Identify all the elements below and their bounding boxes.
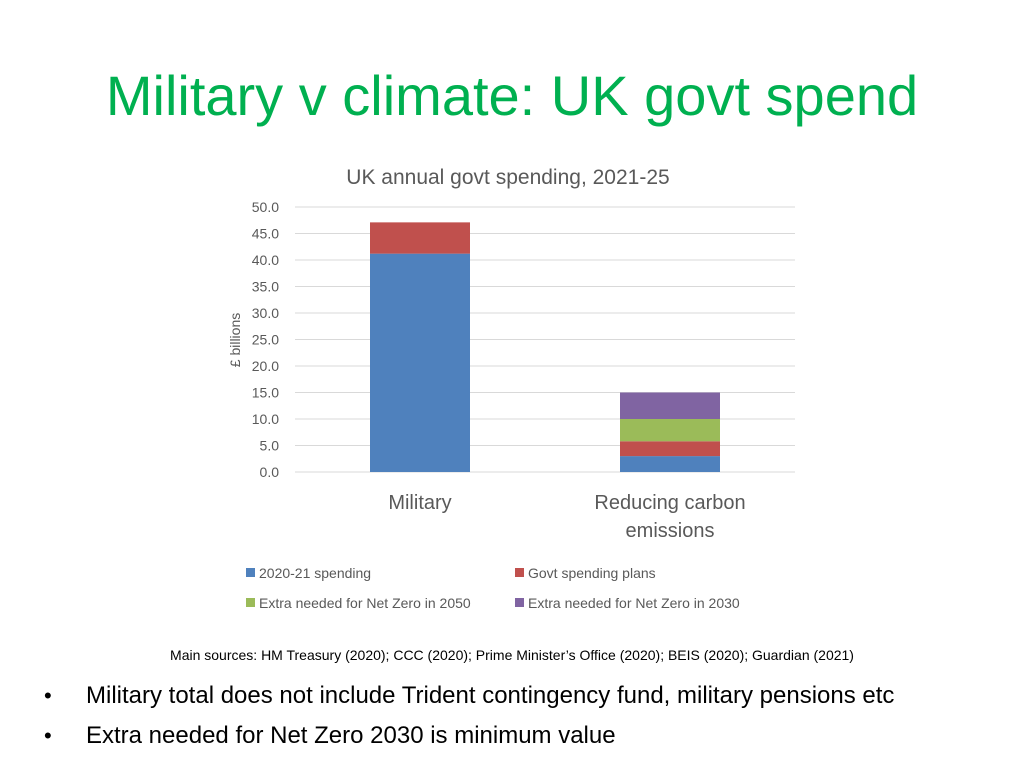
bullet-item: • Extra needed for Net Zero 2030 is minim… bbox=[44, 716, 1004, 756]
legend-label: Extra needed for Net Zero in 2050 bbox=[259, 595, 471, 611]
chart-title: UK annual govt spending, 2021-25 bbox=[346, 166, 669, 189]
x-tick-label: Military bbox=[388, 492, 451, 514]
legend-label: Extra needed for Net Zero in 2030 bbox=[528, 595, 740, 611]
y-axis-label: £ billions bbox=[227, 313, 243, 367]
x-tick-label: Reducing carbon bbox=[594, 492, 745, 514]
bullet-text: Military total does not include Trident … bbox=[86, 682, 895, 709]
sources-note: Main sources: HM Treasury (2020); CCC (2… bbox=[170, 647, 854, 663]
bar-segment bbox=[620, 441, 720, 457]
legend-label: 2020-21 spending bbox=[259, 565, 371, 581]
y-tick-label: 5.0 bbox=[260, 438, 280, 454]
legend-swatch bbox=[515, 598, 524, 607]
bar-segment bbox=[620, 392, 720, 419]
bullet-icon: • bbox=[44, 683, 52, 708]
y-tick-label: 20.0 bbox=[252, 358, 279, 374]
bullet-list: • Military total does not include Trident… bbox=[44, 676, 1004, 756]
y-tick-label: 45.0 bbox=[252, 226, 279, 242]
stacked-bar-chart: UK annual govt spending, 2021-25 0.0 5.0 10… bbox=[227, 166, 795, 611]
y-tick-label: 35.0 bbox=[252, 279, 279, 295]
y-tick-label: 0.0 bbox=[260, 464, 280, 480]
slide-title: Military v climate: UK govt spend bbox=[105, 64, 919, 127]
bar-segment bbox=[620, 419, 720, 442]
y-tick-label: 50.0 bbox=[252, 199, 279, 215]
y-tick-label: 10.0 bbox=[252, 411, 279, 427]
bar-segment bbox=[620, 456, 720, 472]
bullet-icon: • bbox=[44, 723, 52, 748]
y-tick-label: 25.0 bbox=[252, 332, 279, 348]
legend-swatch bbox=[246, 598, 255, 607]
bullet-item: • Military total does not include Trident… bbox=[44, 676, 1004, 716]
legend-swatch bbox=[246, 568, 255, 577]
y-tick-label: 40.0 bbox=[252, 252, 279, 268]
legend-swatch bbox=[515, 568, 524, 577]
bar-segment bbox=[370, 253, 470, 472]
bar-segment bbox=[370, 222, 470, 254]
y-tick-label: 15.0 bbox=[252, 385, 279, 401]
y-tick-label: 30.0 bbox=[252, 305, 279, 321]
legend-label: Govt spending plans bbox=[528, 565, 656, 581]
bullet-text: Extra needed for Net Zero 2030 is minimu… bbox=[86, 722, 616, 749]
x-tick-label: emissions bbox=[626, 520, 715, 542]
